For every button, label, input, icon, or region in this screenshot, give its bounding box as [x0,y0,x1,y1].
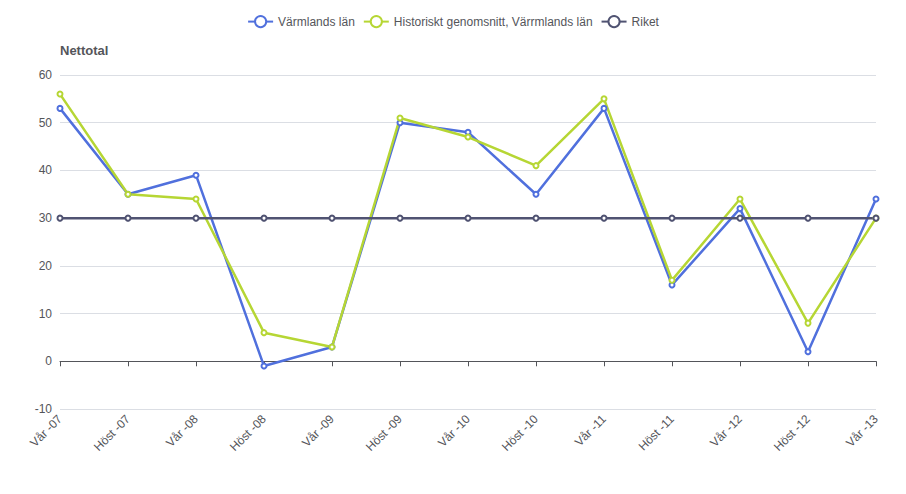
svg-text:Vår -11: Vår -11 [572,412,609,449]
svg-text:Vår -09: Vår -09 [299,412,337,450]
svg-text:50: 50 [39,116,53,130]
svg-text:-10: -10 [35,402,53,416]
svg-text:Höst -08: Höst -08 [227,412,269,454]
svg-text:Höst -09: Höst -09 [363,412,405,454]
svg-text:40: 40 [39,163,53,177]
svg-text:Nettotal: Nettotal [60,43,108,58]
svg-text:Höst -12: Höst -12 [771,412,813,454]
svg-text:Vår -10: Vår -10 [435,412,473,450]
svg-text:Vår -07: Vår -07 [27,412,65,450]
svg-text:Vår -13: Vår -13 [843,412,881,450]
svg-text:Vår -08: Vår -08 [163,412,201,450]
svg-text:0: 0 [45,354,52,368]
svg-text:Riket: Riket [632,15,660,29]
svg-text:Vår -12: Vår -12 [707,412,745,450]
svg-text:30: 30 [39,211,53,225]
svg-text:60: 60 [39,68,53,82]
svg-text:Höst -11: Höst -11 [636,412,678,454]
svg-text:Höst -07: Höst -07 [91,412,133,454]
svg-text:20: 20 [39,259,53,273]
svg-text:10: 10 [39,307,53,321]
svg-text:Värmlands län: Värmlands län [278,15,355,29]
svg-text:Höst -10: Höst -10 [499,412,541,454]
svg-text:Historiskt genomsnitt, Värrmla: Historiskt genomsnitt, Värrmlands län [394,15,593,29]
